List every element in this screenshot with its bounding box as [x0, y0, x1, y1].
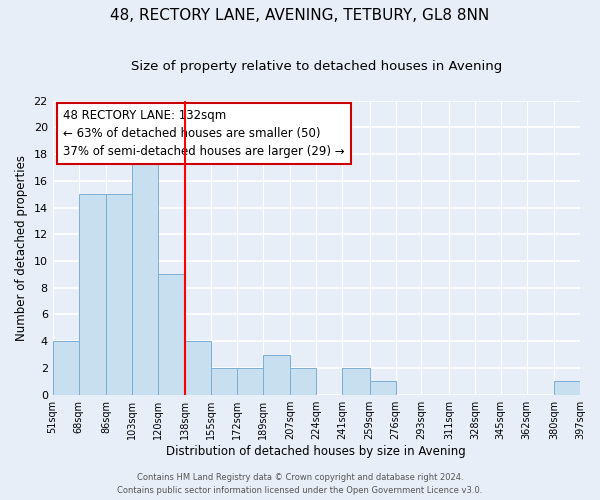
- Bar: [211, 368, 237, 394]
- Bar: [132, 154, 158, 394]
- Text: 48, RECTORY LANE, AVENING, TETBURY, GL8 8NN: 48, RECTORY LANE, AVENING, TETBURY, GL8 …: [110, 8, 490, 22]
- Bar: [263, 354, 290, 395]
- Bar: [290, 368, 316, 394]
- Bar: [106, 194, 132, 394]
- Bar: [370, 382, 395, 394]
- Bar: [53, 341, 79, 394]
- Bar: [237, 368, 263, 394]
- Title: Size of property relative to detached houses in Avening: Size of property relative to detached ho…: [131, 60, 502, 73]
- Y-axis label: Number of detached properties: Number of detached properties: [15, 154, 28, 340]
- Bar: [342, 368, 370, 394]
- X-axis label: Distribution of detached houses by size in Avening: Distribution of detached houses by size …: [166, 444, 466, 458]
- Bar: [158, 274, 185, 394]
- Text: 48 RECTORY LANE: 132sqm
← 63% of detached houses are smaller (50)
37% of semi-de: 48 RECTORY LANE: 132sqm ← 63% of detache…: [63, 110, 345, 158]
- Text: Contains HM Land Registry data © Crown copyright and database right 2024.
Contai: Contains HM Land Registry data © Crown c…: [118, 474, 482, 495]
- Bar: [554, 382, 580, 394]
- Bar: [185, 341, 211, 394]
- Bar: [79, 194, 106, 394]
